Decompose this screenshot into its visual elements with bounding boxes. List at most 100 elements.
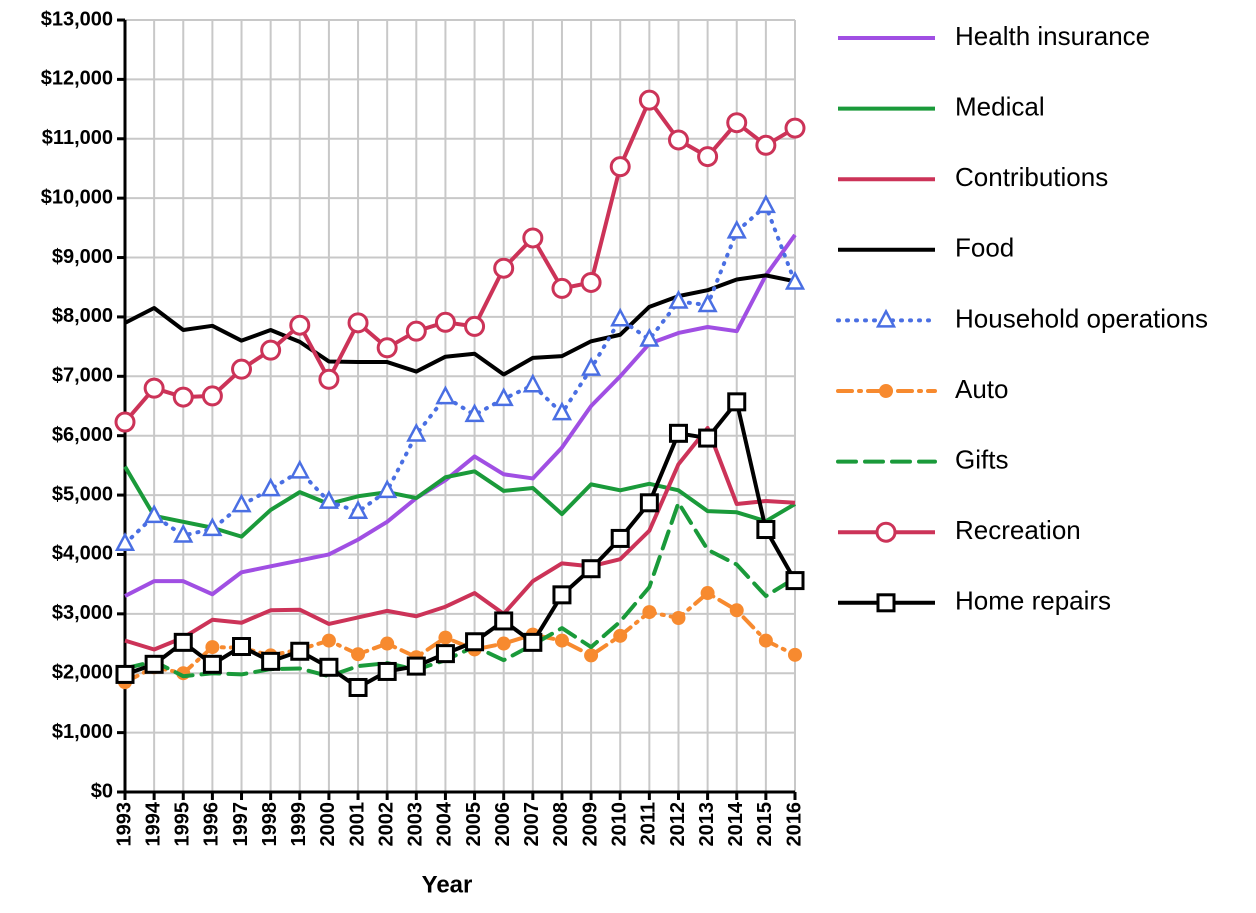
marker-square [115,664,135,684]
marker-circle [405,320,427,342]
marker-triangle [347,500,369,519]
x-tick-label: 1994 [142,801,164,846]
y-tick-label: $13,000 [41,8,113,30]
series-line [123,465,797,539]
marker-circle [434,311,456,333]
marker-square [465,632,485,652]
legend-label: Food [955,233,1014,263]
x-tick-label: 2007 [521,802,543,847]
marker-circle [551,277,573,299]
marker-square [319,657,339,677]
marker-dot [788,647,802,662]
marker-dot [758,633,773,648]
marker-triangle [202,517,223,537]
y-tick-label: $2,000 [52,662,113,684]
y-tick-label: $9,000 [52,246,113,268]
series-line [123,591,797,685]
marker-square [756,520,776,540]
x-tick-label: 2003 [405,802,427,847]
marker-square [523,632,543,652]
marker-triangle [464,403,485,423]
legend-label: Health insurance [955,21,1150,51]
marker-square [581,559,601,579]
marker-triangle [581,356,602,376]
series-line [124,425,796,652]
marker-square [261,651,281,671]
marker-circle [522,227,544,249]
marker-square [552,585,572,605]
marker-circle [726,112,748,134]
marker-dot [321,633,336,648]
x-tick-label: 2006 [492,802,514,847]
marker-triangle [144,504,165,524]
marker-square [876,593,896,613]
marker-circle [493,257,515,279]
marker-square [377,661,397,681]
marker-square [727,392,747,412]
y-tick-label: $11,000 [42,127,113,149]
y-tick-label: $6,000 [52,424,113,446]
x-tick-label: 2001 [346,802,368,847]
marker-dot [205,640,220,655]
x-tick-label: 2005 [463,802,485,847]
marker-square [173,632,193,652]
y-tick-label: $7,000 [52,365,113,387]
marker-circle [318,368,340,390]
marker-triangle [697,293,718,313]
y-tick-label: $12,000 [41,68,113,90]
marker-square [348,677,368,697]
x-tick-label: 2015 [754,802,776,847]
marker-triangle [493,387,514,407]
marker-square [290,641,310,661]
legend-label: Household operations [955,303,1208,333]
marker-square [494,611,514,631]
x-tick-label: 2000 [317,802,339,847]
x-tick-label: 2011 [638,802,660,845]
marker-circle [667,129,689,151]
marker-dot [642,605,657,620]
marker-square [668,423,688,443]
x-tick-label: 2012 [667,802,689,847]
marker-dot [700,586,715,601]
marker-triangle [639,327,660,347]
legend-label: Contributions [955,162,1108,192]
marker-dot [380,636,395,651]
legend-label: Recreation [955,515,1081,545]
marker-dot [554,633,569,648]
marker-circle [289,314,311,336]
x-tick-label: 1993 [113,802,135,847]
marker-square [232,637,252,657]
y-tick-label: $0 [91,780,113,802]
marker-dot [729,603,744,618]
marker-triangle [173,523,194,543]
marker-triangle [435,385,456,405]
legend-label: Gifts [955,444,1008,474]
marker-triangle [406,422,427,442]
marker-square [698,428,718,448]
marker-triangle [318,489,339,509]
series-line [123,98,797,424]
x-tick-label: 2008 [550,802,572,847]
marker-circle [580,271,602,293]
marker-circle [875,521,897,543]
x-axis-title: Year [422,871,473,898]
legend-label: Auto [955,374,1009,404]
y-tick-label: $4,000 [52,543,113,565]
x-tick-label: 2009 [579,802,601,847]
marker-dot [496,636,511,651]
series-line [123,500,797,679]
marker-circle [347,312,369,334]
marker-triangle [289,459,310,479]
x-tick-label: 2010 [608,802,630,847]
marker-square [639,493,659,513]
series-line [124,273,796,377]
series-line [124,233,797,598]
marker-circle [201,385,223,407]
marker-square [610,528,630,548]
marker-square [144,654,164,674]
marker-triangle [610,307,631,327]
x-tick-label: 2016 [783,802,805,847]
x-tick-label: 1996 [201,802,223,847]
marker-dot [879,384,893,398]
